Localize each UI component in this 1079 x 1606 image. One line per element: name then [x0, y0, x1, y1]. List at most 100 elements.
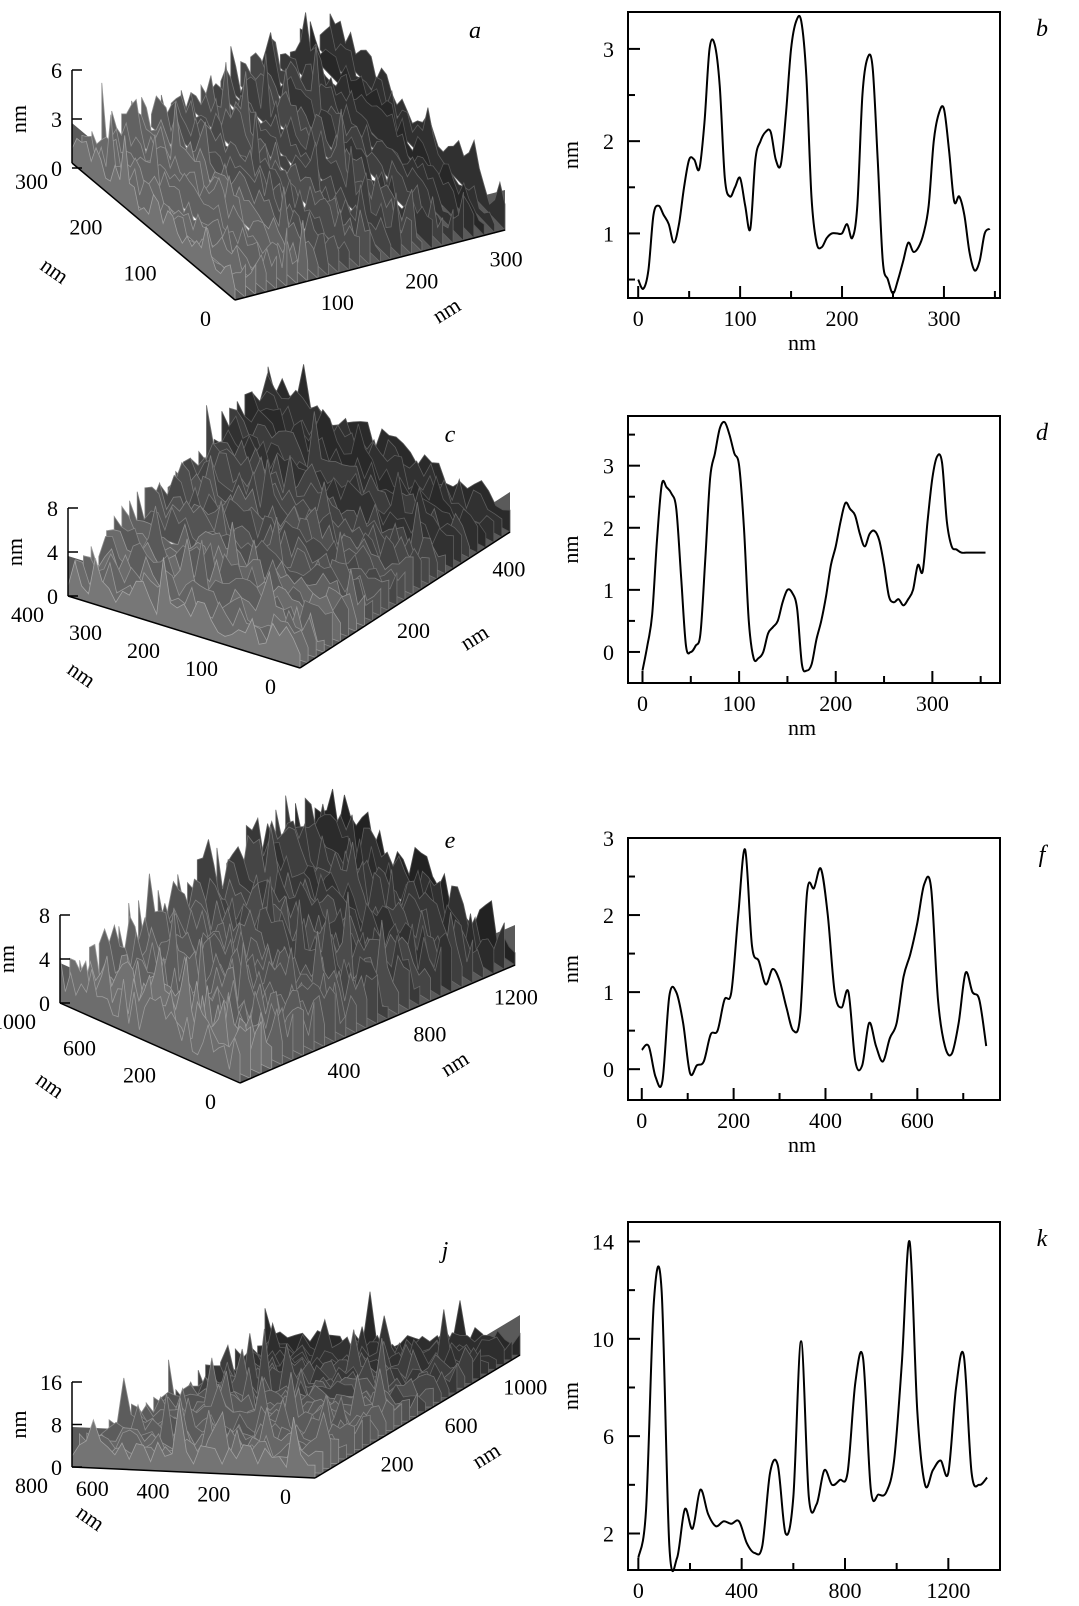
- left-axis: [67, 595, 301, 669]
- z-tick-label: 4: [47, 540, 58, 565]
- z-tick-label: 8: [47, 496, 58, 521]
- x-tick-label: 0: [633, 1578, 644, 1603]
- x-axis-label: nm: [788, 330, 816, 355]
- x-axis-label: nm: [788, 1132, 816, 1157]
- x-tick-label: 300: [916, 691, 949, 716]
- left-tick-label: 300: [15, 169, 48, 194]
- profile-line: [641, 420, 986, 673]
- y-tick-label: 2: [603, 129, 614, 154]
- y-tick-label: 2: [603, 903, 614, 928]
- x-axis-label: nm: [788, 715, 816, 740]
- y-tick-label: 3: [603, 826, 614, 851]
- panel-letter-b: b: [1036, 16, 1048, 42]
- y-axis-label: nm: [558, 535, 583, 563]
- left-tick-label: 100: [124, 260, 157, 285]
- x-tick-label: 100: [723, 691, 756, 716]
- left-tick-label: 600: [76, 1476, 109, 1501]
- y-axis-label: nm: [558, 1382, 583, 1410]
- surface-ridge: [59, 956, 241, 1084]
- y-tick-label: 3: [603, 37, 614, 62]
- right-axis-label: nm: [428, 292, 465, 328]
- y-tick-label: 2: [603, 1521, 614, 1546]
- surface-ridge: [71, 1402, 316, 1479]
- left-tick-label: 0: [205, 1089, 216, 1114]
- y-tick-label: 0: [603, 1057, 614, 1082]
- x-axis-label: nm: [788, 1602, 816, 1606]
- profile-chart-k: 2 6 10 14 0 400 800 1200 nm nm k: [558, 1221, 1048, 1606]
- y-tick-label: 10: [592, 1327, 614, 1352]
- left-tick-label: 200: [197, 1481, 230, 1506]
- left-tick-label: 400: [137, 1479, 170, 1504]
- left-axis: [71, 162, 236, 301]
- left-tick-label: 1000: [0, 1009, 36, 1034]
- z-axis-label: nm: [2, 538, 27, 566]
- x-tick-label: 200: [717, 1108, 750, 1133]
- y-tick-label: 6: [603, 1424, 614, 1449]
- panel-letter-j: j: [439, 1238, 449, 1264]
- x-tick-label: 100: [724, 306, 757, 331]
- profile-chart-b: 1 2 3 0 100 200 300 nm nm b: [558, 11, 1048, 355]
- left-axis-label: nm: [63, 656, 100, 693]
- surface-wall: [72, 123, 505, 300]
- left-tick-label: 800: [15, 1473, 48, 1498]
- left-tick-label: 100: [185, 656, 218, 681]
- y-axis-label: nm: [558, 955, 583, 983]
- panel-letter-d: d: [1036, 420, 1049, 446]
- right-axis: [299, 531, 511, 669]
- y-tick-label: 1: [603, 578, 614, 603]
- y-tick-label: 1: [603, 221, 614, 246]
- right-tick-label: 200: [397, 618, 430, 643]
- profile-line: [637, 14, 991, 295]
- profile-line: [637, 1240, 988, 1573]
- plot-frame: [627, 1221, 1001, 1571]
- surface-ridge: [206, 405, 446, 575]
- surface-plot-c: 0 4 8 nm 0 100 200 300 400 nm 200 400 nm c: [2, 364, 525, 699]
- right-tick-label: 800: [413, 1021, 446, 1046]
- x-tick-label: 200: [819, 691, 852, 716]
- z-tick-label: 4: [39, 947, 50, 972]
- x-tick-label: 0: [637, 691, 648, 716]
- z-tick-label: 0: [47, 584, 58, 609]
- x-tick-label: 800: [829, 1578, 862, 1603]
- surface-plot-j: 0 8 16 nm 0 200 400 600 800 nm 200 600 1000 nm j: [6, 1238, 547, 1536]
- right-tick-label: 600: [445, 1413, 478, 1438]
- surface-ridge: [101, 82, 267, 293]
- z-tick-label: 6: [51, 58, 62, 83]
- y-tick-label: 3: [603, 454, 614, 479]
- y-tick-label: 1: [603, 980, 614, 1005]
- panel-letter-k: k: [1037, 1226, 1048, 1252]
- profile-chart-d: 0 1 2 3 0 100 200 300 nm nm d: [558, 415, 1049, 740]
- panel-letter-c: c: [445, 422, 456, 448]
- left-axis: [59, 1002, 241, 1084]
- z-tick-label: 8: [51, 1413, 62, 1438]
- left-tick-label: 400: [11, 602, 44, 627]
- right-axis-label: nm: [436, 1045, 473, 1081]
- left-tick-label: 600: [63, 1036, 96, 1061]
- surface-plot-a: 0 3 6 nm 0 100 200 300 nm 100 200 300 nm a: [6, 12, 523, 331]
- z-axis-label: nm: [0, 945, 19, 973]
- panel-letter-f: f: [1039, 842, 1049, 868]
- plot-frame: [627, 415, 1001, 684]
- z-tick-label: 0: [39, 991, 50, 1016]
- y-tick-label: 2: [603, 516, 614, 541]
- surface-ridge: [71, 135, 236, 301]
- left-axis: [71, 1466, 316, 1479]
- panel-letter-a: a: [469, 18, 481, 44]
- z-tick-label: 16: [40, 1370, 62, 1395]
- plot-frame: [627, 837, 1001, 1101]
- right-tick-label: 100: [321, 290, 354, 315]
- z-axis-label: nm: [6, 105, 31, 133]
- right-axis-label: nm: [456, 619, 493, 655]
- right-tick-label: 300: [490, 246, 523, 271]
- right-axis: [314, 1354, 521, 1479]
- surface-ridge: [67, 557, 301, 669]
- y-tick-label: 14: [592, 1229, 614, 1254]
- right-axis-label: nm: [468, 1437, 505, 1473]
- surface-plot-e: 0 4 8 nm 0 200 600 1000 nm 400 800 1200 nm e: [0, 788, 538, 1114]
- left-tick-label: 200: [123, 1062, 156, 1087]
- z-tick-label: 3: [51, 107, 62, 132]
- z-axis-label: nm: [6, 1410, 31, 1438]
- profile-chart-f: 0 1 2 3 0 200 400 600 nm nm f: [558, 826, 1049, 1157]
- x-tick-label: 300: [927, 306, 960, 331]
